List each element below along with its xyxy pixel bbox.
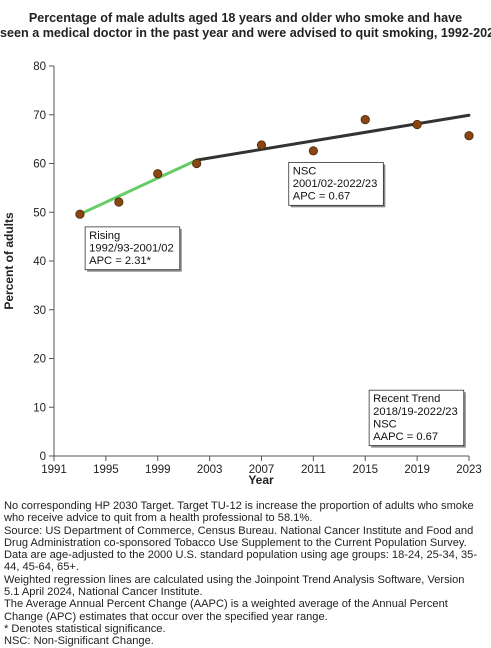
x-axis-label: Year: [248, 473, 274, 487]
y-tick-label: 20: [33, 354, 46, 366]
y-tick-label: 60: [33, 159, 46, 171]
y-tick-label: 50: [33, 207, 46, 219]
data-point: [308, 146, 318, 156]
y-tick-label: 10: [33, 402, 46, 414]
x-tick-label: 1995: [93, 464, 119, 476]
footnote-line: 44, 45-64, 65+.: [4, 561, 79, 574]
annotation-text: Rising: [89, 230, 120, 242]
footnote-line: The Average Annual Percent Change (AAPC)…: [4, 598, 448, 611]
y-axis-label: Percent of adults: [2, 212, 16, 310]
footnote-line: Source: US Department of Commerce, Censu…: [4, 524, 474, 537]
annotation-frame: [288, 162, 384, 206]
y-tick-label: 0: [40, 451, 46, 463]
annotation-text: 2018/19-2022/23: [373, 406, 458, 418]
chart-title: Percentage of male adults aged 18 years …: [0, 11, 491, 41]
footnotes: No corresponding HP 2030 Target. Target …: [4, 500, 490, 648]
annotation-text: 2001/02-2022/23: [293, 178, 378, 190]
annotation-text: NSC: [373, 418, 397, 430]
footnote-line: Weighted regression lines are calculated…: [4, 573, 465, 586]
data-point: [192, 158, 202, 169]
x-tick-label: 2023: [456, 464, 482, 476]
x-tick-label: 1991: [41, 464, 67, 476]
data-point: [360, 115, 370, 125]
footnote-line: NSC: Non-Significant Change.: [4, 635, 154, 648]
chart-title-line-2: seen a medical doctor in the past year a…: [0, 26, 491, 40]
annotation-frame: [368, 389, 465, 446]
annotation-text: NSC: [293, 166, 317, 178]
trend-segment: [195, 113, 471, 162]
x-tick-label: 2015: [352, 464, 378, 476]
data-point: [75, 209, 85, 219]
x-tick-label: 1999: [145, 464, 171, 476]
footnote-line: Data are age-adjusted to the 2000 U.S. s…: [4, 549, 478, 562]
data-point: [256, 140, 267, 150]
chart-title-line-1: Percentage of male adults aged 18 years …: [28, 11, 463, 25]
annotation-text: Recent Trend: [373, 393, 440, 405]
annotation-text: APC = 2.31*: [89, 255, 152, 267]
footnote-line: 5.1 April 2024, National Cancer Institut…: [4, 586, 203, 599]
footnote-line: who receive advice to quit from a health…: [4, 512, 313, 525]
y-tick-label: 80: [33, 61, 46, 73]
y-tick-label: 30: [33, 305, 46, 317]
data-point: [464, 131, 474, 141]
footnote-line: Change (APC) estimates that occur over t…: [4, 610, 328, 623]
footnote-line: No corresponding HP 2030 Target. Target …: [4, 500, 474, 512]
data-points: [75, 115, 474, 219]
data-point: [153, 169, 163, 179]
data-point: [114, 197, 124, 207]
trend-segment: [78, 158, 199, 216]
trend-chart: 0 10 20 30 40 50 60 70 80 1991 1995 1999 2003 2007 201…: [2, 61, 482, 487]
x-tick-label: 2011: [301, 464, 326, 476]
trend-lines: [78, 113, 471, 216]
footnote-line: Drug Administration co-sponsored Tobacco…: [4, 536, 467, 549]
x-tick-label: 2007: [249, 464, 275, 476]
x-tick-label: 2003: [197, 464, 223, 476]
annotation-text: AAPC = 0.67: [373, 431, 438, 443]
y-tick-label: 40: [33, 256, 46, 268]
y-tick-label: 70: [33, 110, 46, 122]
footnote-line: * Denotes statistical significance.: [4, 622, 166, 635]
data-point: [412, 119, 422, 130]
annotation-text: APC = 0.67: [293, 191, 351, 203]
annotation-frame: [84, 226, 181, 271]
chart-axes: 0 10 20 30 40 50 60 70 80 1991 1995 1999 2003 2007 201…: [33, 61, 482, 476]
x-tick-label: 2019: [404, 464, 430, 476]
annotation-text: 1992/93-2001/02: [89, 242, 174, 254]
